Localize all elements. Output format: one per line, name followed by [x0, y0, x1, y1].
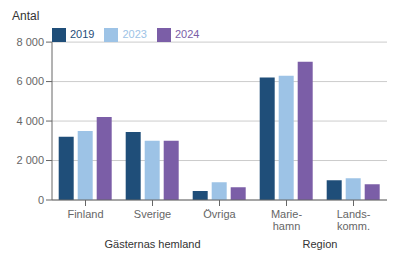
svg-text:Region: Region — [303, 238, 338, 250]
svg-text:8 000: 8 000 — [16, 36, 44, 48]
svg-text:Lands-komm.: Lands-komm. — [337, 208, 371, 232]
html-text:2024: 2024 — [175, 28, 200, 40]
html-text:2023: 2023 — [122, 28, 147, 40]
html-text:Antal: Antal — [12, 9, 40, 23]
svg-text:4 000: 4 000 — [16, 115, 44, 127]
svg-text:Marie-hamn: Marie-hamn — [271, 208, 303, 232]
svg-text:2 000: 2 000 — [16, 154, 44, 166]
svg-text:0: 0 — [38, 194, 44, 206]
svg-text:Finland: Finland — [67, 208, 103, 220]
html-text:2019: 2019 — [70, 28, 95, 40]
svg-text:Övriga: Övriga — [203, 208, 236, 220]
svg-text:6 000: 6 000 — [16, 75, 44, 87]
svg-text:Gästernas hemland: Gästernas hemland — [105, 238, 201, 250]
svg-text:Sverige: Sverige — [134, 208, 171, 220]
